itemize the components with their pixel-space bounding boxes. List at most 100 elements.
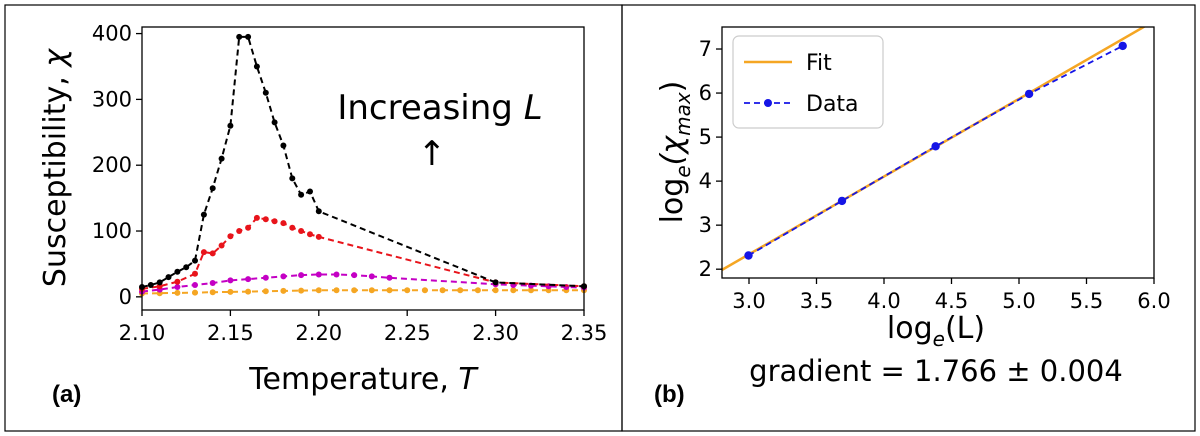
panel-b-x-tick-label: 4.5	[935, 289, 968, 313]
panel-a-data-point	[245, 276, 252, 283]
panel-a-data-point	[156, 279, 163, 286]
panel-a-data-point	[245, 224, 252, 231]
increasing-l-annotation: Increasing L	[337, 88, 542, 128]
panel-b-data-point	[1024, 89, 1034, 99]
panel-a-data-point	[209, 250, 216, 257]
panel-a-data-point	[315, 271, 322, 278]
panel-a-data-point	[457, 287, 464, 294]
panel-b-y-tick-label: 3	[699, 213, 712, 237]
panel-a-x-tick-label: 2.30	[472, 321, 519, 345]
panel-a-data-point	[192, 270, 198, 277]
panel-a-chart: 2.10 2.15 2.20 2.25 2.30 2.35 0 100 200 300 400 Te…	[38, 22, 607, 408]
panel-a-data-point	[439, 287, 446, 294]
panel-b-data-point	[1118, 41, 1127, 51]
panel-a-data-point	[262, 216, 269, 223]
panel-a-data-point	[209, 185, 216, 192]
panel-a-data-point	[289, 224, 296, 231]
panel-a-data-point	[227, 122, 234, 129]
panel-a-data-point	[183, 264, 190, 271]
data-series-line	[748, 45, 1124, 257]
panel-a-data-point	[421, 287, 428, 294]
panel-b-data-point	[837, 196, 847, 206]
panel-a-data-point	[236, 228, 243, 234]
panel-a-data-point	[227, 277, 234, 284]
panel-a-x-tick-label: 2.35	[561, 321, 608, 345]
panel-a-data-point	[510, 287, 517, 294]
panel-a-data-point	[333, 287, 340, 294]
panel-a-x-tick-label: 2.20	[295, 321, 342, 345]
panel-a-y-tick-label: 100	[92, 219, 132, 243]
panel-a-data-point	[351, 272, 358, 279]
panel-a-data-point	[200, 211, 207, 218]
panel-b-y-tick-label: 2	[699, 257, 712, 281]
panel-a-data-point	[262, 274, 269, 281]
panel-a-x-tick-label: 2.15	[207, 321, 254, 345]
panel-a-data-point	[386, 274, 393, 281]
panel-b-x-tick-label: 3.5	[800, 289, 833, 313]
panel-a-data-point	[245, 288, 252, 295]
panel-a-data-point	[315, 287, 322, 294]
panel-b-y-tick-label: 4	[699, 169, 712, 193]
panel-a-data-point	[218, 155, 225, 162]
panel-a-data-point	[227, 288, 234, 295]
panel-a-data-point	[474, 287, 481, 294]
panel-b-y-tick-label: 7	[699, 37, 712, 61]
panel-a-data-point	[253, 214, 260, 221]
panel-a-data-point	[386, 287, 393, 294]
panel-a-data-point	[315, 233, 322, 240]
panel-a-data-point	[165, 274, 172, 281]
panel-a-x-axis-label: Temperature, T	[248, 362, 479, 397]
panel-a-data-point	[307, 188, 313, 195]
panel-a-data-point	[271, 218, 278, 225]
panel-a-data-point	[192, 282, 198, 288]
panel-a-data-point	[174, 284, 181, 290]
panel-a-data-point	[236, 33, 243, 40]
panel-a-series-line	[141, 273, 585, 293]
legend-fit-label: Fit	[806, 51, 832, 76]
panel-a-data-point	[280, 273, 287, 280]
panel-b-x-tick-label: 4.0	[867, 289, 900, 313]
panel-a-data-point	[271, 119, 278, 126]
panel-b-y-axis-label: loge(χmax)	[655, 81, 695, 224]
panel-a-ticks: 2.10 2.15 2.20 2.25 2.30 2.35 0 100 200 300 400	[92, 22, 607, 345]
panel-a-axes-frame	[141, 26, 585, 311]
panel-a-data-point	[492, 287, 499, 294]
panel-a-y-tick-label: 400	[92, 22, 132, 46]
panel-a-data-point	[174, 268, 181, 275]
panel-a-data-point	[245, 33, 252, 40]
up-arrow-icon: ↑	[418, 134, 447, 174]
panel-a-data-point	[209, 289, 216, 296]
panel-a-data-point	[192, 289, 198, 296]
panel-b-chart: 3.0 3.5 4.0 4.5 5.0 5.5 6.0 2 3 4 5 6 7 Fit Data log…	[654, 26, 1171, 408]
panel-a-data-point	[298, 228, 305, 234]
panel-a-data-point	[147, 282, 154, 288]
panel-a-y-tick-label: 300	[92, 87, 132, 111]
panel-a-data-point	[298, 191, 305, 198]
panel-a-data-point	[404, 287, 411, 294]
panel-a-series-line	[141, 289, 584, 295]
panel-b-data-point	[931, 142, 940, 151]
panel-b-label: (b)	[654, 381, 685, 408]
panel-a-data-point	[253, 63, 260, 70]
legend-data-label: Data	[806, 92, 859, 117]
panel-a-x-tick-label: 2.10	[119, 321, 166, 345]
panel-a-data-point	[174, 289, 181, 296]
panel-a-data-point	[262, 89, 269, 96]
panel-a-x-tick-label: 2.25	[384, 321, 431, 345]
panel-a-data-point	[289, 175, 296, 182]
panel-b-border	[621, 4, 1196, 432]
panel-a-data-point	[351, 287, 358, 294]
panel-a-data-point	[280, 287, 287, 294]
panel-b-x-axis-label: loge(L)	[887, 311, 985, 351]
gradient-annotation: gradient = 1.766 ± 0.004	[749, 354, 1123, 388]
panel-a-data-point	[333, 271, 340, 278]
panel-a-data-point	[492, 279, 499, 286]
panel-a-y-axis-label: Susceptibility, χ	[38, 48, 73, 287]
panel-b-x-tick-label: 3.0	[732, 289, 765, 313]
panel-a-data-point	[307, 231, 313, 238]
panel-b-x-tick-label: 5.5	[1070, 289, 1103, 313]
panel-a-data-point	[280, 220, 287, 227]
panel-a-data-point	[174, 278, 181, 285]
panel-a-data-point	[262, 288, 269, 295]
